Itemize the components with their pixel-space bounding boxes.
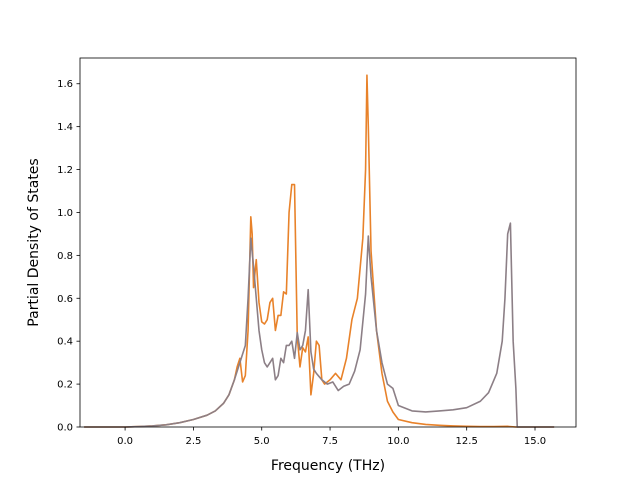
- y-tick-label: 1.6: [57, 79, 73, 90]
- series-line-1: [84, 74, 555, 428]
- x-tick-label: 0.0: [117, 436, 133, 447]
- y-tick-label: 1.0: [57, 208, 73, 219]
- y-axis-label: Partial Density of States: [26, 158, 42, 326]
- series-line-2: [84, 222, 555, 428]
- series-lines: [84, 74, 555, 428]
- y-tick-label: 0.4: [57, 337, 73, 348]
- y-tick-label: 0.6: [57, 294, 73, 305]
- x-axis-ticks: 0.0 2.5 5.0 7.5 10.0 12.5 15.0: [117, 427, 546, 447]
- x-tick-label: 5.0: [254, 436, 270, 447]
- x-tick-label: 10.0: [387, 436, 409, 447]
- x-tick-label: 15.0: [524, 436, 546, 447]
- y-tick-label: 1.4: [57, 122, 73, 133]
- y-tick-label: 0.2: [57, 380, 73, 391]
- x-axis-label: Frequency (THz): [271, 458, 385, 474]
- x-tick-label: 7.5: [322, 436, 338, 447]
- y-axis-ticks: 0.0 0.2 0.4 0.6 0.8 1.0 1.2 1.4 1.6: [57, 79, 80, 434]
- y-tick-label: 0.0: [57, 423, 73, 434]
- y-tick-label: 0.8: [57, 251, 73, 262]
- y-tick-label: 1.2: [57, 165, 73, 176]
- axes-frame: [79, 57, 577, 428]
- x-tick-label: 12.5: [456, 436, 478, 447]
- x-tick-label: 2.5: [185, 436, 201, 447]
